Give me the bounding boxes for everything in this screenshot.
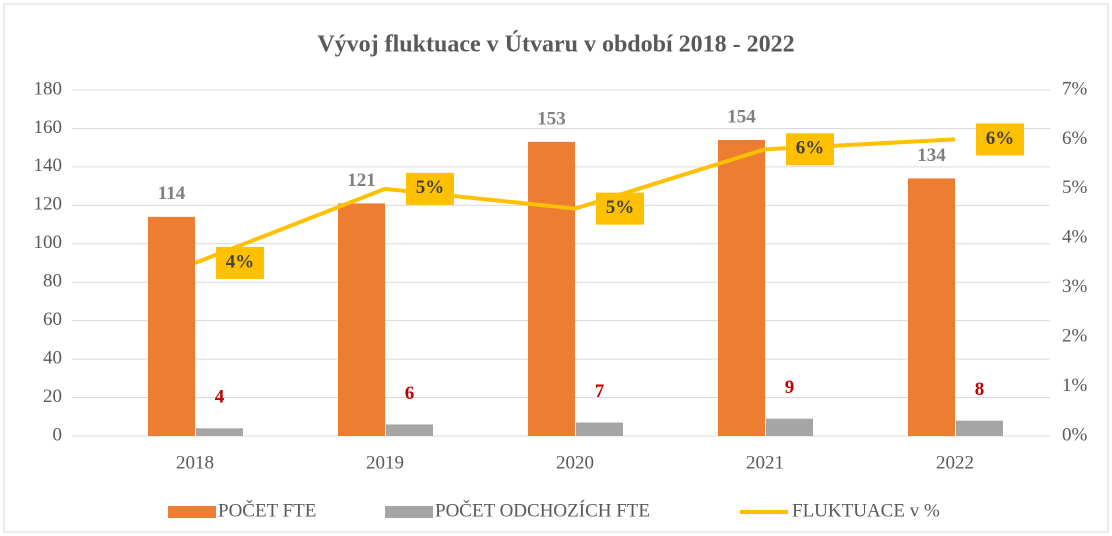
data-label: 154 [727, 106, 756, 127]
data-label-box [216, 247, 264, 279]
legend-label: POČET ODCHOZÍCH FTE [435, 499, 650, 521]
y2-tick-label: 0% [1062, 424, 1088, 445]
y2-tick-label: 4% [1062, 227, 1088, 248]
chart-title: Vývoj fluktuace v Útvaru v období 2018 -… [317, 32, 794, 58]
data-label: 114 [158, 183, 186, 204]
y-tick-label: 180 [34, 78, 63, 99]
data-label: 153 [537, 108, 566, 129]
data-label-box [976, 123, 1024, 156]
data-label: 7 [595, 381, 605, 402]
legend-swatch [385, 506, 433, 518]
data-label: 4% [226, 251, 255, 272]
data-label: 6% [796, 138, 825, 159]
y-tick-label: 120 [34, 194, 63, 215]
data-label-box [406, 172, 454, 205]
data-label: 4 [215, 387, 225, 408]
legend-swatch [168, 506, 216, 518]
y2-tick-label: 5% [1062, 177, 1088, 198]
y-tick-label: 40 [43, 347, 62, 368]
data-label: 6 [405, 383, 415, 404]
bar [908, 178, 955, 436]
data-label-box [596, 192, 644, 225]
data-label: 5% [416, 177, 445, 198]
x-tick-label: 2020 [556, 452, 594, 473]
data-label: 134 [917, 145, 946, 166]
y-tick-label: 100 [34, 232, 63, 253]
data-label: 121 [347, 170, 376, 191]
bar [528, 141, 575, 436]
y2-tick-label: 3% [1062, 276, 1088, 297]
x-tick-label: 2021 [746, 452, 784, 473]
data-label: 9 [785, 377, 795, 398]
bar [718, 139, 765, 436]
y-tick-label: 140 [34, 155, 63, 176]
x-tick-label: 2022 [936, 452, 974, 473]
y2-tick-label: 6% [1062, 128, 1088, 149]
y-tick-label: 160 [34, 117, 63, 138]
x-tick-label: 2018 [176, 452, 214, 473]
bar [386, 424, 433, 436]
bar [956, 420, 1003, 436]
legend-label: FLUKTUACE v % [792, 500, 940, 521]
data-label-box [786, 133, 834, 166]
x-tick-label: 2019 [366, 452, 404, 473]
bar [766, 418, 813, 436]
bar [196, 428, 243, 436]
bar [338, 203, 385, 436]
y-tick-label: 80 [43, 271, 62, 292]
y-tick-label: 60 [43, 309, 62, 330]
y2-tick-label: 2% [1062, 326, 1088, 347]
bar [148, 216, 195, 436]
data-label: 6% [986, 128, 1015, 149]
legend-label: POČET FTE [218, 499, 316, 521]
data-label: 5% [606, 197, 635, 218]
bar [576, 422, 623, 436]
y2-tick-label: 7% [1062, 78, 1088, 99]
data-label: 8 [975, 379, 985, 400]
y2-tick-label: 1% [1062, 375, 1088, 396]
y-tick-label: 20 [43, 386, 62, 407]
y-tick-label: 0 [53, 424, 63, 445]
